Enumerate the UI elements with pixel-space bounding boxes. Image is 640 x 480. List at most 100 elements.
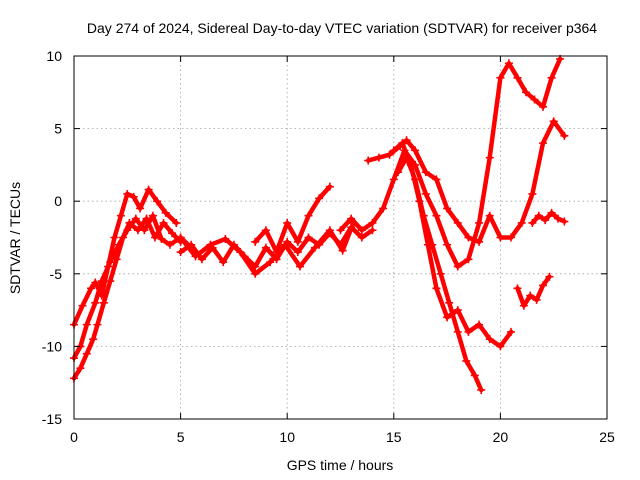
data-point-marker <box>504 59 513 68</box>
data-point-marker <box>315 194 324 203</box>
data-point-marker <box>507 327 516 336</box>
data-point-marker <box>496 73 505 82</box>
data-point-marker <box>513 284 522 293</box>
data-point-marker <box>97 277 106 286</box>
data-point-marker <box>82 320 91 329</box>
data-point-marker <box>398 139 407 148</box>
data-point-marker <box>87 284 96 293</box>
data-point-marker <box>368 218 377 227</box>
data-point-marker <box>157 234 166 243</box>
data-point-marker <box>445 298 454 307</box>
data-point-marker <box>106 258 115 267</box>
data-point-marker <box>165 240 174 249</box>
data-point-marker <box>432 284 441 293</box>
data-point-marker <box>428 240 437 249</box>
data-point-marker <box>547 73 556 82</box>
data-point-marker <box>560 131 569 140</box>
plot-frame <box>73 55 608 420</box>
data-point-marker <box>161 208 170 217</box>
data-point-marker <box>549 117 558 126</box>
data-point-marker <box>419 211 428 220</box>
x-tick-label: 0 <box>70 429 78 445</box>
data-point-marker <box>293 248 302 257</box>
data-point-marker <box>528 218 537 227</box>
data-series <box>70 54 569 394</box>
series-line <box>252 184 333 255</box>
data-point-marker <box>411 146 420 155</box>
y-tick-label: -15 <box>42 411 62 427</box>
data-point-marker <box>293 237 302 246</box>
y-tick-label: -5 <box>50 266 63 282</box>
data-point-marker <box>411 175 420 184</box>
data-point-marker <box>110 233 119 242</box>
data-point-marker <box>304 211 313 220</box>
data-point-marker <box>76 364 85 373</box>
data-point-marker <box>485 153 494 162</box>
data-point-marker <box>443 240 452 249</box>
x-tick-label: 25 <box>599 429 615 445</box>
data-point-marker <box>389 175 398 184</box>
data-point-marker <box>379 204 388 213</box>
data-point-marker <box>477 385 486 394</box>
data-point-marker <box>539 281 548 290</box>
data-point-marker <box>453 262 462 271</box>
data-point-marker <box>114 240 123 249</box>
data-point-marker <box>402 136 411 145</box>
data-point-marker <box>547 208 556 217</box>
data-point-marker <box>462 356 471 365</box>
data-point-marker <box>281 240 290 249</box>
data-point-marker <box>470 371 479 380</box>
data-point-marker <box>421 168 430 177</box>
data-point-marker <box>534 211 543 220</box>
data-point-marker <box>295 262 304 271</box>
data-point-marker <box>148 211 157 220</box>
data-point-marker <box>283 218 292 227</box>
data-point-marker <box>517 218 526 227</box>
data-point-marker <box>176 233 185 242</box>
chart-title: Day 274 of 2024, Sidereal Day-to-day VTE… <box>87 20 597 36</box>
data-point-marker <box>325 182 334 191</box>
data-point-marker <box>131 214 140 223</box>
data-point-marker <box>272 248 281 257</box>
data-point-marker <box>519 301 528 310</box>
series-line <box>71 187 179 327</box>
data-point-marker <box>266 258 275 267</box>
data-point-marker <box>357 226 366 235</box>
data-point-marker <box>485 335 494 344</box>
data-point-marker <box>82 349 91 358</box>
data-point-marker <box>475 320 484 329</box>
data-point-marker <box>221 234 230 243</box>
data-point-marker <box>539 102 548 111</box>
data-point-marker <box>526 291 535 300</box>
series-track-12 <box>528 208 569 227</box>
series-line <box>365 119 567 245</box>
data-point-marker <box>553 214 562 223</box>
data-point-marker <box>528 189 537 198</box>
series-track-10 <box>394 153 486 394</box>
data-point-marker <box>436 269 445 278</box>
data-point-marker <box>123 226 132 235</box>
data-point-marker <box>93 320 102 329</box>
x-tick-label: 5 <box>177 429 185 445</box>
data-point-marker <box>464 327 473 336</box>
data-point-marker <box>153 197 162 206</box>
data-point-marker <box>385 150 394 159</box>
x-tick-label: 20 <box>493 429 509 445</box>
data-point-marker <box>421 189 430 198</box>
data-point-marker <box>374 153 383 162</box>
data-point-marker <box>159 218 168 227</box>
data-point-marker <box>336 226 345 235</box>
y-tick-label: -10 <box>42 338 62 354</box>
series-track-3 <box>70 211 196 363</box>
y-tick-label: 10 <box>46 48 62 64</box>
data-point-marker <box>539 139 548 148</box>
series-track-7 <box>336 54 565 271</box>
data-point-marker <box>432 211 441 220</box>
data-point-marker <box>310 243 319 252</box>
data-point-marker <box>402 153 411 162</box>
data-point-marker <box>496 342 505 351</box>
data-point-marker <box>364 156 373 165</box>
data-point-marker <box>106 277 115 286</box>
data-point-marker <box>304 233 313 242</box>
